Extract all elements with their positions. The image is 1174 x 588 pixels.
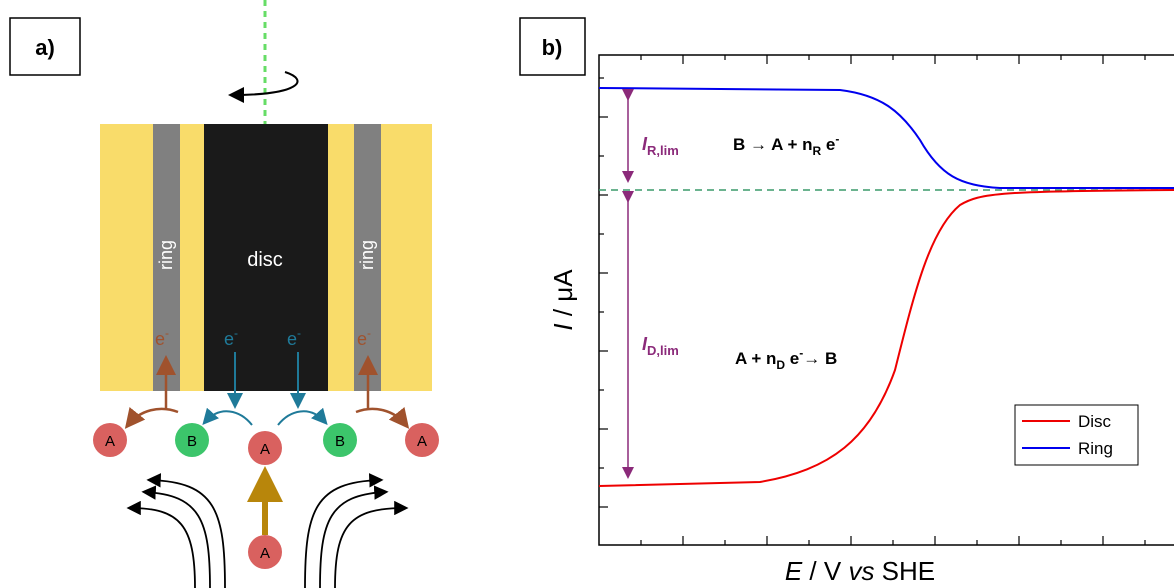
subscript: R: [813, 144, 822, 158]
disc-limit-label: ID,lim: [642, 334, 679, 358]
panel-a: a) ring disc ring e- e- e- e-: [10, 0, 439, 588]
species-b: B: [187, 433, 197, 450]
electron-charge: -: [367, 326, 371, 340]
legend-label: Ring: [1078, 439, 1113, 458]
disc-reaction: A + nD e-→ B: [735, 346, 837, 372]
electron-symbol: e: [155, 329, 165, 349]
ticks: [599, 55, 1145, 545]
x-axis-label: E / V vs SHE: [785, 556, 935, 586]
reaction-arrow: [128, 409, 178, 425]
reaction-arrow: [278, 411, 325, 425]
ring-label: ring: [357, 240, 377, 270]
reaction-text: A + n: [735, 349, 776, 368]
ring-label: ring: [156, 240, 176, 270]
species-b: B: [335, 433, 345, 450]
ring-curve: [599, 88, 1174, 188]
panel-b: b) IR,lim ID,lim B → A + nR e- A + nD e-…: [520, 18, 1174, 586]
disc-label: disc: [247, 249, 283, 271]
reaction-text: → B: [803, 349, 837, 368]
legend-box: [1015, 405, 1138, 465]
electron-charge: -: [297, 326, 301, 340]
species-a: A: [260, 441, 270, 458]
electron-charge: -: [234, 326, 238, 340]
y-axis-label: I / μA: [548, 269, 578, 331]
reaction-text: e: [821, 135, 835, 154]
panel-label: b): [542, 35, 563, 60]
species-a: A: [105, 433, 115, 450]
unit: / μA: [548, 269, 578, 324]
panel-label: a): [35, 35, 55, 60]
electron-symbol: e: [357, 329, 367, 349]
legend: Disc Ring: [1015, 405, 1138, 465]
legend-label: Disc: [1078, 412, 1112, 431]
electron-symbol: e: [224, 329, 234, 349]
symbol: I: [548, 323, 578, 330]
plot-frame: [599, 55, 1174, 545]
unit: / V: [802, 556, 848, 586]
figure: a) ring disc ring e- e- e- e-: [0, 0, 1174, 588]
subscript: R,lim: [647, 143, 679, 158]
reaction-text: B → A + n: [733, 135, 813, 154]
vs: vs: [848, 556, 874, 586]
symbol: E: [785, 556, 803, 586]
species-a: A: [260, 545, 270, 562]
reaction-arrow: [356, 409, 406, 425]
reference: SHE: [874, 556, 935, 586]
electron-charge: -: [165, 326, 169, 340]
reaction-arrow: [205, 411, 252, 425]
species-a: A: [417, 433, 427, 450]
subscript: D: [776, 358, 785, 372]
superscript: -: [835, 132, 839, 146]
subscript: D,lim: [647, 343, 679, 358]
ring-limit-label: IR,lim: [642, 134, 679, 158]
reaction-text: e: [785, 349, 799, 368]
ring-reaction: B → A + nR e-: [733, 132, 839, 158]
electron-symbol: e: [287, 329, 297, 349]
